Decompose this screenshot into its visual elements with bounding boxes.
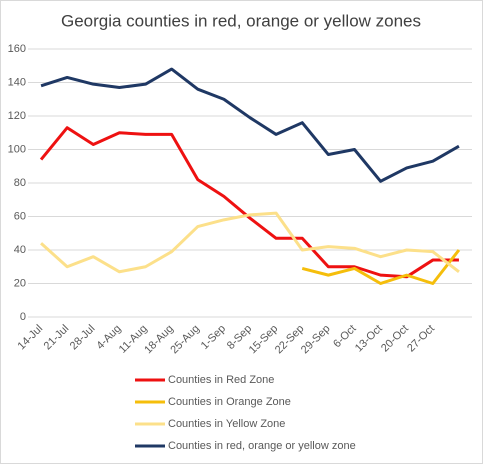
legend-label: Counties in Orange Zone: [168, 396, 291, 408]
legend-label: Counties in red, orange or yellow zone: [168, 440, 356, 452]
series-line: [40, 67, 460, 183]
y-tick-label: 160: [8, 43, 26, 55]
y-tick-label: 40: [14, 244, 26, 256]
series-line: [39, 126, 459, 279]
series-line: [40, 211, 460, 274]
legend-label: Counties in Red Zone: [168, 374, 274, 386]
chart-title: Georgia counties in red, orange or yello…: [61, 11, 421, 30]
y-tick-label: 0: [20, 311, 26, 323]
y-tick-label: 100: [8, 143, 26, 155]
y-tick-label: 20: [14, 277, 26, 289]
y-tick-label: 60: [14, 210, 26, 222]
y-tick-label: 140: [8, 76, 26, 88]
y-tick-label: 80: [14, 177, 26, 189]
y-tick-label: 120: [8, 110, 26, 122]
series-line: [301, 249, 461, 285]
legend-label: Counties in Yellow Zone: [168, 418, 285, 430]
